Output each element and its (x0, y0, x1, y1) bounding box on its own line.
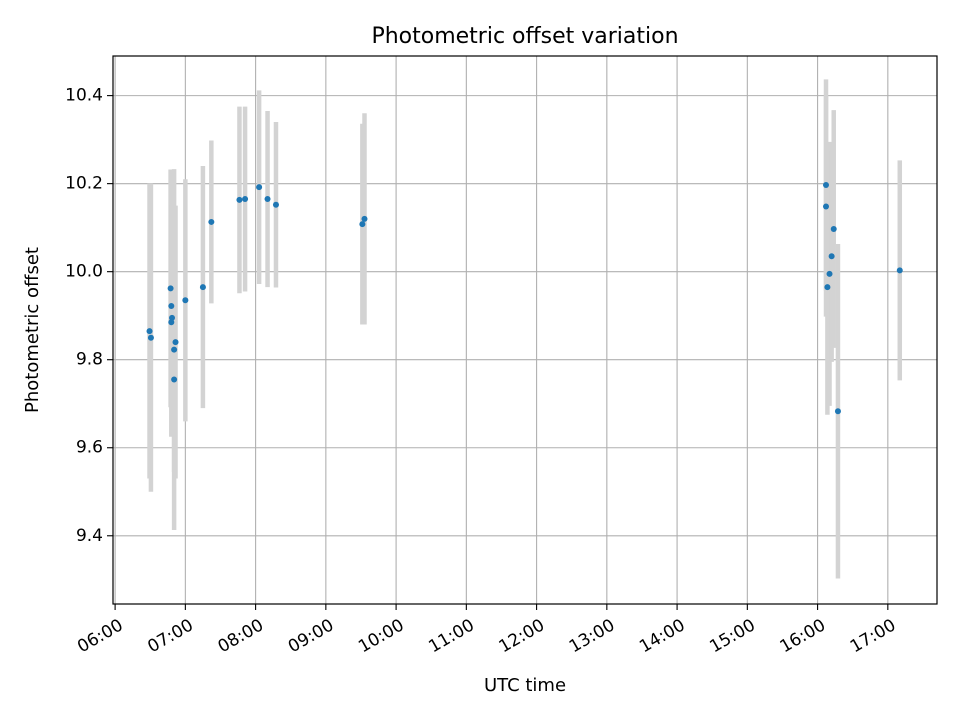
data-point (826, 270, 833, 277)
data-point (256, 184, 263, 191)
data-point (208, 218, 215, 225)
grid-layer (113, 56, 937, 604)
data-point (169, 314, 176, 321)
y-tick-label: 10.4 (65, 86, 103, 106)
y-tick-label: 9.4 (76, 526, 103, 546)
data-point (167, 285, 174, 292)
data-point (168, 319, 175, 326)
y-tick-label: 9.8 (76, 350, 103, 370)
data-point (359, 221, 366, 228)
data-point (236, 196, 243, 203)
data-point (830, 225, 837, 232)
data-point (146, 328, 153, 335)
data-point (171, 346, 178, 353)
data-point (168, 303, 175, 310)
data-point (823, 203, 830, 210)
plot-frame (112, 55, 938, 605)
data-point (182, 297, 189, 304)
data-point (147, 334, 154, 341)
chart-title: Photometric offset variation (371, 24, 678, 49)
y-axis-label: Photometric offset (22, 247, 43, 413)
y-tick-label: 10.2 (65, 174, 103, 194)
y-tick-label: 10.0 (65, 262, 103, 282)
data-point (834, 408, 841, 415)
point-layer (146, 181, 903, 415)
data-point (824, 284, 831, 291)
data-point (896, 267, 903, 274)
y-tick-label: 9.6 (76, 438, 103, 458)
data-point (272, 201, 279, 208)
data-point (172, 339, 179, 346)
data-point (171, 376, 178, 383)
data-point (242, 196, 249, 203)
data-point (199, 284, 206, 291)
x-axis-label: UTC time (484, 675, 566, 696)
data-point (264, 196, 271, 203)
data-point (828, 253, 835, 260)
data-point (823, 181, 830, 188)
data-point (361, 215, 368, 222)
